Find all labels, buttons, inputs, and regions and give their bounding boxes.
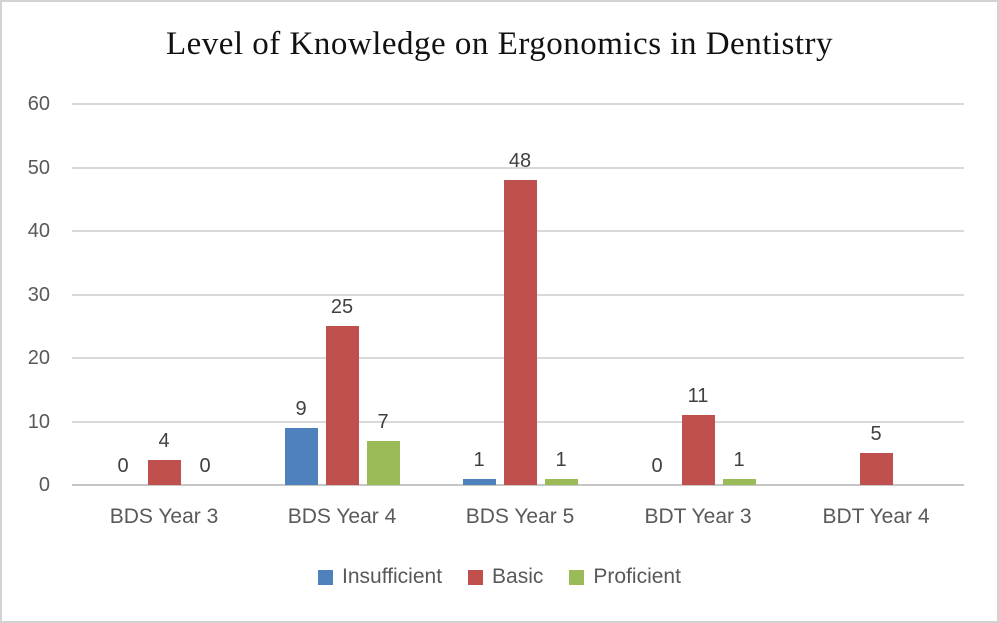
value-label: 5: [870, 423, 882, 446]
legend-item-basic: Basic: [468, 565, 543, 589]
value-label: 1: [555, 448, 567, 471]
value-label: 0: [199, 455, 211, 477]
y-axis-tick-label: 60: [27, 93, 50, 115]
bar-proficient-bds-year-5: [544, 478, 578, 485]
bar-basic-bds-year-3: [147, 459, 181, 485]
x-axis-category-label: BDS Year 5: [465, 505, 575, 528]
y-axis-tick-label: 50: [27, 156, 50, 179]
bar-basic-bdt-year-4: [859, 453, 893, 485]
value-label: 7: [377, 410, 389, 433]
bar-basic-bds-year-4: [325, 326, 359, 485]
legend-label: Proficient: [593, 565, 681, 588]
value-label: 9: [295, 397, 307, 420]
gridline: [72, 166, 964, 169]
bar-basic-bds-year-5: [503, 180, 537, 485]
bar-proficient-bds-year-4: [366, 440, 400, 485]
x-axis-category-label: BDS Year 4: [287, 505, 397, 528]
value-label: 11: [687, 385, 709, 408]
bar-basic-bdt-year-3: [681, 415, 715, 485]
bar-insufficient-bds-year-5: [462, 478, 496, 485]
y-axis-tick-label: 40: [27, 220, 50, 242]
legend-label: Basic: [492, 565, 544, 588]
y-axis-tick-label: 30: [27, 283, 50, 306]
value-label: 48: [508, 150, 532, 173]
value-label: 25: [330, 296, 354, 319]
chart-title: Level of Knowledge on Ergonomics in Dent…: [165, 26, 834, 62]
value-label: 1: [473, 448, 485, 471]
x-axis-category-label: BDT Year 4: [822, 505, 930, 528]
value-label: 0: [117, 455, 129, 477]
x-axis-line: [72, 484, 964, 486]
gridline: [72, 103, 964, 105]
x-axis-category-label: BDT Year 3: [644, 505, 752, 528]
value-label: 4: [158, 429, 170, 452]
y-axis-tick-label: 10: [27, 410, 50, 433]
legend-swatch-icon: [318, 569, 334, 585]
legend-swatch-icon: [468, 569, 484, 585]
legend-item-proficient: Proficient: [569, 565, 681, 589]
y-axis-tick-label: 20: [27, 347, 50, 369]
bar-insufficient-bds-year-4: [284, 427, 318, 485]
legend-item-insufficient: Insufficient: [318, 565, 442, 589]
x-axis-category-label: BDS Year 3: [109, 505, 219, 528]
bar-proficient-bdt-year-3: [722, 478, 756, 485]
y-axis-tick-label: 0: [38, 474, 50, 496]
legend-swatch-icon: [569, 569, 585, 585]
value-label: 1: [733, 448, 745, 471]
legend: Insufficient Basic Proficient: [2, 565, 997, 589]
value-label: 0: [651, 455, 663, 477]
legend-label: Insufficient: [342, 565, 443, 588]
